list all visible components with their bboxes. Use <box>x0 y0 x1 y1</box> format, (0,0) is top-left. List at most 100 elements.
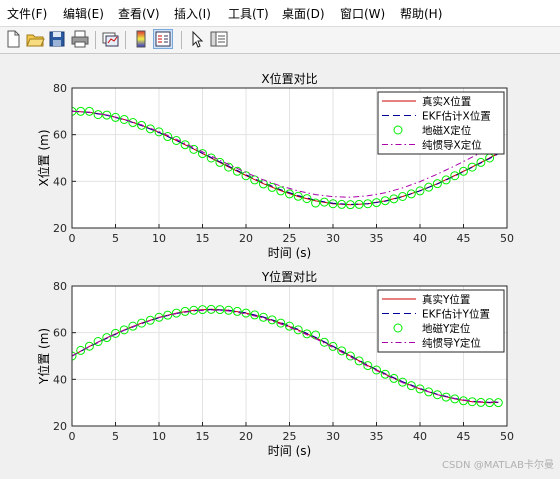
legend-label-3: 纯惯导X定位 <box>422 139 482 152</box>
data-point-2-8 <box>137 120 147 130</box>
data-point-2-8 <box>137 318 147 328</box>
data-point-2-31 <box>337 346 347 356</box>
data-point-2-11 <box>163 310 173 320</box>
tick-label-y: 40 <box>53 373 67 386</box>
tick-label-x: 25 <box>283 232 297 245</box>
tick-label-x: 0 <box>69 232 76 245</box>
data-point-2-17 <box>215 305 225 315</box>
print-icon[interactable] <box>70 29 90 49</box>
property-editor-icon[interactable] <box>209 29 229 49</box>
menu-view[interactable]: 查看(V) <box>118 7 160 21</box>
menu-file[interactable]: 文件(F) <box>7 7 48 21</box>
series-group <box>72 106 503 210</box>
data-point-2-0 <box>72 351 77 361</box>
tick-label-x: 10 <box>152 232 166 245</box>
legend-label-2: 地磁X定位 <box>422 124 472 137</box>
data-point-2-40 <box>415 384 425 394</box>
data-point-2-4 <box>102 333 112 343</box>
tick-label-x: 5 <box>112 232 119 245</box>
data-point-2-43 <box>441 175 451 185</box>
data-point-2-36 <box>380 196 390 206</box>
new-file-icon[interactable] <box>3 29 23 49</box>
menu-insert[interactable]: 插入(I) <box>174 7 211 21</box>
tick-label-x: 50 <box>500 232 514 245</box>
tick-label-x: 35 <box>370 430 384 443</box>
data-point-2-31 <box>337 199 347 209</box>
menu-desktop[interactable]: 桌面(D) <box>282 7 325 21</box>
data-point-2-2 <box>84 341 94 351</box>
menu-help[interactable]: 帮助(H) <box>400 7 443 21</box>
data-point-2-14 <box>189 305 199 315</box>
chart-title: X位置对比 <box>261 71 317 86</box>
data-point-2-47 <box>476 397 486 407</box>
data-point-2-29 <box>319 197 329 207</box>
legend-label-1: EKF估计X位置 <box>422 110 491 123</box>
data-point-2-23 <box>267 182 277 192</box>
save-icon[interactable] <box>47 29 67 49</box>
legend-box <box>377 289 505 353</box>
legend-box <box>377 91 505 155</box>
data-point-2-42 <box>432 179 442 189</box>
data-point-2-34 <box>363 199 373 209</box>
menu-edit[interactable]: 编辑(E) <box>63 7 104 21</box>
data-point-2-19 <box>232 166 242 176</box>
tick-label-x: 30 <box>326 430 340 443</box>
link-plot-icon[interactable] <box>100 29 120 49</box>
data-point-2-13 <box>180 140 190 150</box>
tick-label-y: 40 <box>53 175 67 188</box>
data-point-2-4 <box>102 110 112 120</box>
tick-label-x: 10 <box>152 430 166 443</box>
data-point-2-2 <box>84 106 94 116</box>
data-point-2-37 <box>389 373 399 383</box>
data-point-2-27 <box>302 194 312 204</box>
data-point-2-9 <box>145 315 155 325</box>
legend-label-2: 地磁Y定位 <box>422 322 471 335</box>
data-point-2-45 <box>459 166 468 176</box>
tick-label-y: 20 <box>53 222 67 235</box>
pointer-icon[interactable] <box>187 29 207 49</box>
tick-label-x: 40 <box>413 430 427 443</box>
legend-label-0: 真实X位置 <box>422 95 471 108</box>
data-point-2-19 <box>232 306 242 316</box>
tick-label-x: 20 <box>239 232 253 245</box>
series-line-1 <box>72 110 499 205</box>
data-point-2-41 <box>424 387 434 397</box>
data-point-2-14 <box>189 144 199 154</box>
open-folder-icon[interactable] <box>25 29 45 49</box>
data-point-2-33 <box>354 356 364 366</box>
legend-label-3: 纯惯导Y定位 <box>422 337 481 350</box>
data-point-2-5 <box>111 328 120 338</box>
data-point-2-10 <box>154 127 164 137</box>
legend-icon[interactable] <box>153 29 173 49</box>
colorbar-icon[interactable] <box>131 29 151 49</box>
data-point-2-39 <box>406 381 416 391</box>
data-point-2-22 <box>258 312 268 322</box>
data-point-2-25 <box>285 321 294 331</box>
data-point-2-12 <box>171 136 181 145</box>
data-point-2-33 <box>354 199 364 209</box>
tick-label-y: 80 <box>53 82 67 95</box>
data-point-2-7 <box>128 118 138 128</box>
y-axis-label: X位置 (m) <box>36 129 51 186</box>
data-point-2-6 <box>119 115 129 124</box>
tick-label-x: 40 <box>413 232 427 245</box>
legend-marker-2 <box>393 323 403 333</box>
legend-label-0: 真实Y位置 <box>422 293 470 306</box>
legend-label-1: EKF估计Y位置 <box>422 308 490 321</box>
data-point-2-38 <box>398 377 408 387</box>
menu-window[interactable]: 窗口(W) <box>340 7 386 21</box>
tick-label-x: 0 <box>69 430 76 443</box>
toolbar <box>0 27 560 54</box>
tick-label-y: 20 <box>53 420 67 433</box>
tick-label-x: 35 <box>370 232 384 245</box>
data-point-2-29 <box>319 337 329 347</box>
menu-tools[interactable]: 工具(T) <box>228 7 269 21</box>
tick-label-x: 45 <box>457 232 471 245</box>
x-axis-label: 时间 (s) <box>268 246 311 260</box>
tick-label-y: 80 <box>53 280 67 293</box>
menu-bar: 文件(F) 编辑(E) 查看(V) 插入(I) 工具(T) 桌面(D) 窗口(W… <box>0 0 560 27</box>
data-point-2-41 <box>424 182 434 192</box>
